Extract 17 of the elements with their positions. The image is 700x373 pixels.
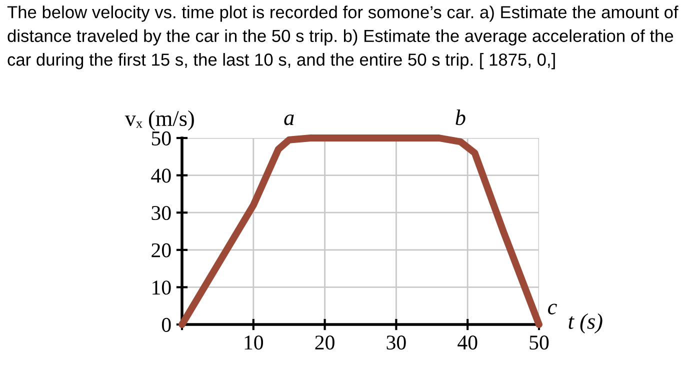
x-tick-label: 10: [244, 336, 264, 350]
y-tick-label: 0: [162, 318, 171, 332]
annotation: c: [548, 304, 557, 314]
y-tick-label: 20: [152, 243, 171, 258]
x-tick-label: 40: [458, 336, 478, 350]
y-tick-label: 30: [152, 206, 171, 220]
y-tick-label: 50: [152, 131, 171, 146]
y-axis-title: vₓ (m/s): [124, 110, 194, 131]
annotation: a: [284, 114, 294, 126]
x-axis-title: t (s): [568, 313, 602, 334]
y-tick-label: 40: [151, 168, 171, 183]
annotation: b: [456, 110, 466, 126]
x-tick-label: 20: [315, 336, 334, 350]
chart-title: The below velocity vs. time plot is recorded for somone’s car. a) Estimate the amount of distance traveled by the car in the 50 s trip. b) Estimate the average acceleration of the car during the first 15 s, the last 10 s, and the entire 50 s trip. [ 1875, 0,]: [7, 6, 678, 70]
y-tick-label: 10: [152, 280, 171, 295]
x-tick-label: 50: [530, 336, 549, 350]
x-tick-label: 30: [386, 336, 406, 350]
